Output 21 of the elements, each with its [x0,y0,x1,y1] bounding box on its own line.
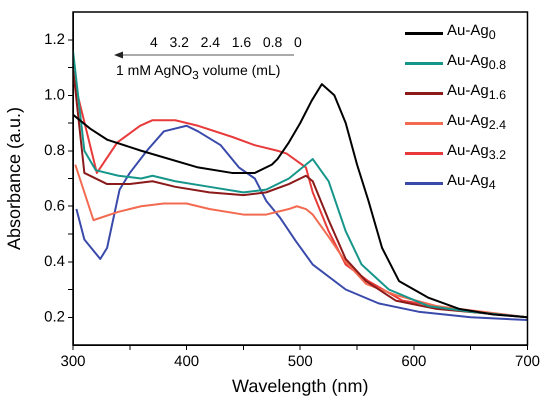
y-tick-label: 0.6 [44,197,65,214]
annotation: 1 mM AgNO$_{3}$ volume (mL) [116,62,280,82]
legend-label: Au-Ag$_{0}$ [447,21,496,44]
x-tick-label: 500 [288,353,313,370]
x-tick-label: 400 [174,353,200,370]
legend-label: Au-Ag$_{0.8}$ [447,51,506,74]
legend-label: Au-Ag$_{2.4}$ [447,111,506,134]
x-tick-label: 600 [401,353,426,370]
x-tick-label: 300 [60,353,86,370]
y-tick-label: 0.8 [44,142,65,159]
x-tick-label: 700 [514,353,540,370]
y-tick-label: 1.2 [44,30,65,48]
y-axis-title: Absorbance (a.u.) [4,106,24,250]
annotation: 4 3.2 2.4 1.6 0.8 0 [150,34,302,50]
x-axis-title: Wavelength (nm) [232,376,368,396]
y-tick-label: 0.4 [44,252,65,270]
legend-label: Au-Ag$_{3.2}$ [447,141,506,164]
legend-label: Au-Ag$_{4}$ [447,171,496,194]
y-tick-label: 1.0 [44,86,65,104]
y-tick-label: 0.2 [44,308,65,326]
legend-label: Au-Ag$_{1.6}$ [447,81,506,104]
